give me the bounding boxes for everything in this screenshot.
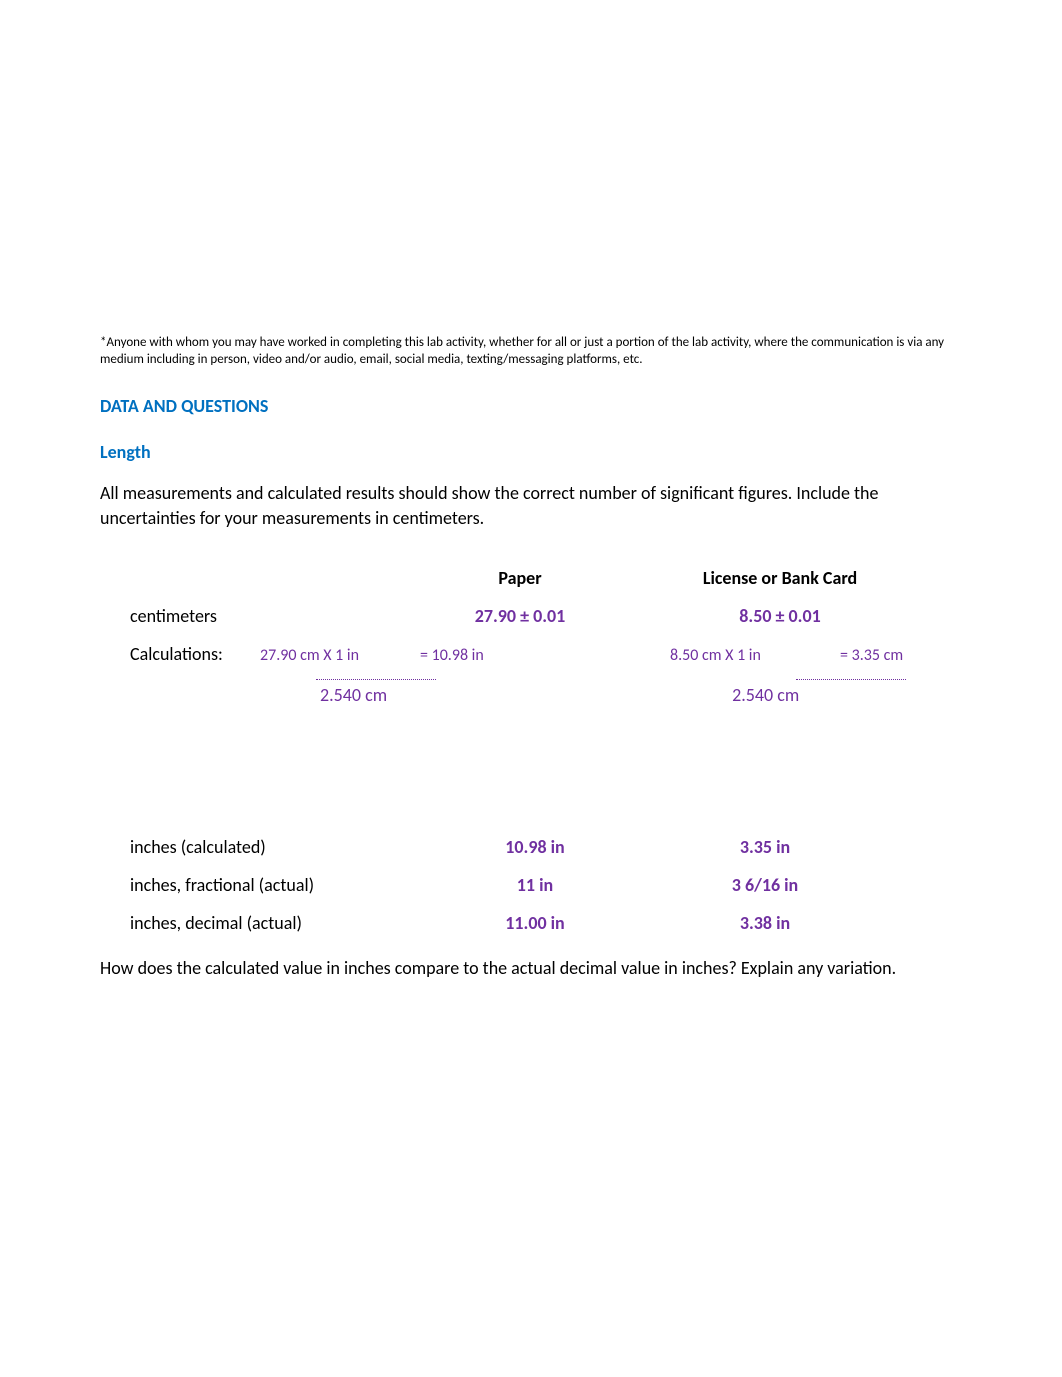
section-heading: DATA AND QUESTIONS bbox=[100, 395, 962, 417]
calc-paper-result: = 10.98 in bbox=[420, 646, 510, 665]
cm-paper-value: 27.90 ± 0.01 bbox=[390, 605, 650, 627]
result-label-fractional: inches, fractional (actual) bbox=[130, 874, 420, 896]
length-data-block: Paper License or Bank Card centimeters 2… bbox=[100, 567, 962, 934]
header-card: License or Bank Card bbox=[650, 567, 910, 589]
header-paper: Paper bbox=[390, 567, 650, 589]
result-card-fractional: 3 6/16 in bbox=[650, 874, 880, 896]
cm-card-value: 8.50 ± 0.01 bbox=[650, 605, 910, 627]
result-card-decimal: 3.38 in bbox=[650, 912, 880, 934]
centimeters-row: centimeters 27.90 ± 0.01 8.50 ± 0.01 bbox=[130, 605, 962, 627]
calc-card-result: = 3.35 cm bbox=[840, 646, 940, 665]
cm-label: centimeters bbox=[130, 605, 390, 627]
results-row-decimal: inches, decimal (actual) 11.00 in 3.38 i… bbox=[130, 912, 962, 934]
intro-paragraph: All measurements and calculated results … bbox=[100, 481, 962, 531]
result-paper-calculated: 10.98 in bbox=[420, 836, 650, 858]
fraction-line-row bbox=[130, 673, 962, 680]
calculations-row: Calculations: 27.90 cm X 1 in = 10.98 in… bbox=[130, 643, 962, 665]
results-row-fractional: inches, fractional (actual) 11 in 3 6/16… bbox=[130, 874, 962, 896]
footnote-text: *Anyone with whom you may have worked in… bbox=[100, 335, 962, 369]
divisor-row: 2.540 cm 2.540 cm bbox=[130, 684, 962, 706]
calc-paper-expr: 27.90 cm X 1 in bbox=[260, 646, 420, 665]
calc-card-expr: 8.50 cm X 1 in bbox=[670, 646, 840, 665]
divisor-card: 2.540 cm bbox=[732, 684, 799, 706]
fraction-line-card bbox=[796, 679, 906, 680]
length-subheading: Length bbox=[100, 441, 962, 463]
calc-label: Calculations: bbox=[130, 643, 260, 665]
result-paper-fractional: 11 in bbox=[420, 874, 650, 896]
results-row-calculated: inches (calculated) 10.98 in 3.35 in bbox=[130, 836, 962, 858]
result-label-decimal: inches, decimal (actual) bbox=[130, 912, 420, 934]
divisor-paper: 2.540 cm bbox=[320, 684, 387, 706]
result-paper-decimal: 11.00 in bbox=[420, 912, 650, 934]
fraction-line-paper bbox=[316, 679, 436, 680]
result-card-calculated: 3.35 in bbox=[650, 836, 880, 858]
table-header-row: Paper License or Bank Card bbox=[130, 567, 962, 589]
comparison-question: How does the calculated value in inches … bbox=[100, 956, 962, 981]
result-label-calculated: inches (calculated) bbox=[130, 836, 420, 858]
